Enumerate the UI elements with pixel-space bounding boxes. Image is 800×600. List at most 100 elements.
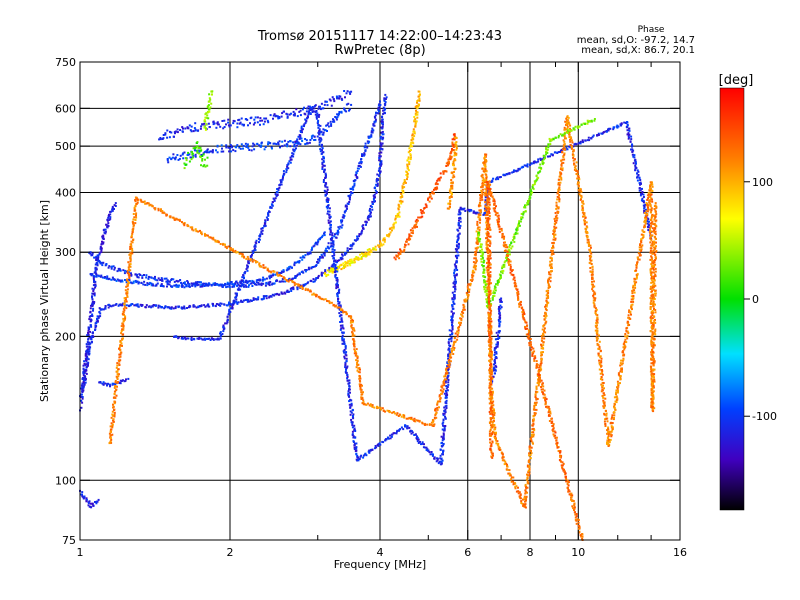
data-point — [475, 241, 478, 244]
data-point — [416, 219, 419, 222]
data-point — [83, 383, 86, 386]
data-point — [111, 426, 114, 429]
data-point — [308, 141, 311, 144]
data-point — [178, 219, 181, 222]
data-point — [500, 301, 503, 303]
data-point — [380, 126, 383, 129]
data-point — [407, 237, 410, 240]
data-point — [91, 292, 94, 295]
data-point — [201, 155, 204, 157]
data-point — [443, 409, 446, 412]
data-point — [344, 362, 347, 365]
data-point — [475, 237, 478, 240]
data-point — [297, 135, 300, 138]
data-point — [333, 251, 336, 254]
data-point — [425, 206, 428, 209]
data-point — [286, 164, 289, 167]
data-point — [440, 392, 443, 395]
data-point — [410, 149, 412, 151]
data-point — [226, 318, 229, 321]
data-point — [460, 319, 463, 322]
data-point — [591, 135, 594, 138]
data-point — [296, 287, 299, 290]
data-point — [417, 90, 420, 93]
data-point — [429, 193, 432, 195]
data-point — [209, 98, 212, 101]
data-point — [453, 348, 455, 351]
data-point — [375, 111, 377, 114]
data-point — [443, 412, 446, 415]
data-point — [230, 150, 233, 153]
data-point — [208, 337, 211, 340]
data-point — [223, 303, 226, 306]
data-point — [394, 221, 397, 224]
data-point — [157, 304, 160, 307]
data-point — [416, 435, 418, 438]
data-point — [434, 407, 437, 410]
data-point — [119, 269, 122, 272]
data-point — [496, 176, 499, 179]
data-point — [490, 392, 492, 395]
data-point — [522, 166, 525, 169]
data-point — [353, 352, 356, 355]
data-point — [286, 268, 289, 271]
data-point — [368, 253, 371, 256]
data-point — [494, 338, 497, 341]
data-point — [630, 138, 633, 141]
data-point — [530, 449, 532, 452]
data-point — [122, 311, 125, 314]
data-point — [272, 274, 274, 277]
data-point — [344, 263, 347, 266]
data-point — [449, 155, 452, 158]
data-point — [362, 391, 364, 394]
data-point — [220, 150, 223, 153]
data-point — [95, 274, 98, 277]
data-point — [250, 300, 253, 302]
data-point — [197, 230, 200, 233]
data-point — [493, 414, 496, 416]
data-point — [324, 185, 327, 188]
data-point — [526, 480, 529, 483]
data-point — [324, 172, 327, 175]
data-point — [96, 257, 99, 260]
data-point — [365, 454, 368, 457]
data-point — [459, 224, 462, 227]
data-point — [357, 165, 360, 167]
data-point — [106, 218, 109, 221]
data-point — [273, 199, 276, 202]
data-point — [84, 378, 87, 380]
data-point — [351, 421, 354, 424]
data-point — [415, 221, 418, 224]
data-point — [292, 286, 295, 289]
data-point — [392, 432, 395, 435]
data-point — [309, 252, 312, 255]
data-point — [441, 459, 444, 462]
data-point — [211, 149, 214, 152]
data-point — [335, 236, 338, 239]
data-point — [369, 249, 372, 252]
data-point — [110, 267, 113, 270]
data-point — [369, 213, 372, 216]
data-point — [113, 204, 116, 207]
data-point — [229, 147, 231, 150]
data-point — [169, 130, 171, 133]
data-point — [523, 497, 526, 499]
data-point — [452, 164, 455, 167]
data-point — [632, 149, 635, 152]
data-point — [102, 234, 105, 237]
data-point — [102, 383, 105, 386]
data-point — [85, 345, 88, 348]
data-point — [631, 144, 634, 147]
data-point — [346, 373, 349, 376]
data-point — [381, 118, 384, 121]
data-point — [204, 120, 207, 123]
data-point — [128, 277, 131, 280]
data-point — [326, 207, 329, 210]
data-point — [128, 263, 131, 266]
data-point — [226, 304, 229, 307]
data-point — [181, 221, 183, 224]
data-point — [444, 425, 447, 427]
data-point — [535, 385, 538, 388]
data-point — [270, 295, 273, 298]
